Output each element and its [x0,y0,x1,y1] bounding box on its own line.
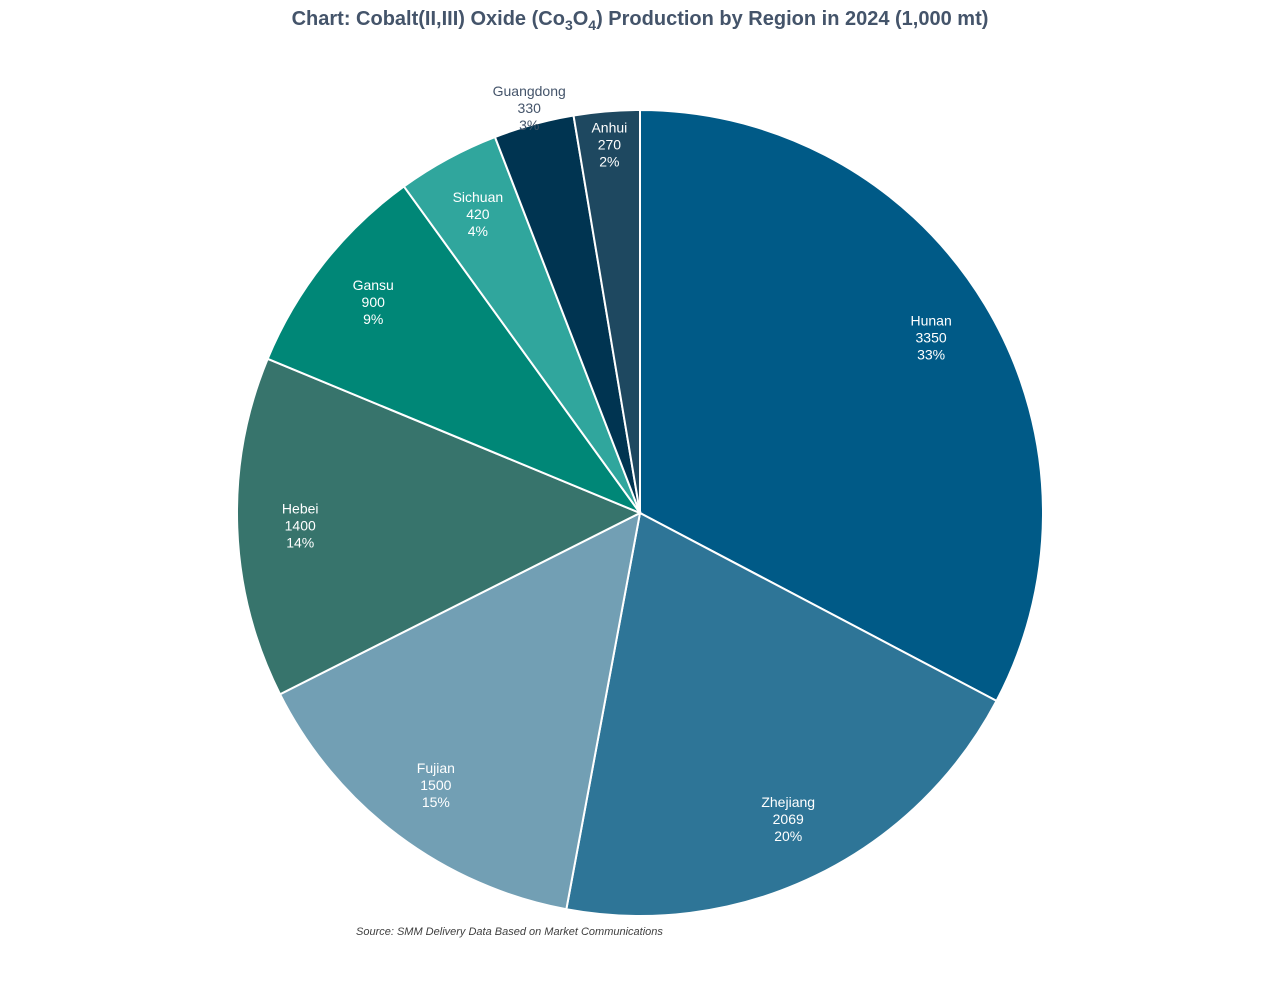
slice-label-value: 330 [518,100,542,116]
source-note: Source: SMM Delivery Data Based on Marke… [356,926,663,938]
slice-label-name: Hunan [910,312,951,328]
slice-label-anhui: Anhui 270 2% [591,119,627,169]
slice-label-percent: 9% [363,311,383,327]
slice-label-fujian: Fujian 1500 15% [417,760,455,810]
pie-slice-anhui [572,108,641,514]
slice-label-value: 1500 [420,777,451,793]
slice-label-name: Anhui [591,119,627,135]
slice-label-hunan: Hunan 3350 33% [910,312,951,362]
pie-slices [236,108,1044,917]
slice-label-gansu: Gansu 900 9% [353,277,394,327]
slice-label-value: 1400 [285,518,316,534]
slice-label-value: 900 [362,294,386,310]
slice-label-value: 420 [466,206,490,222]
slice-label-guangdong: Guangdong 330 3% [493,83,566,133]
slice-label-zhejiang: Zhejiang 2069 20% [761,794,815,844]
pie-slice-hebei [236,357,643,696]
slice-label-name: Sichuan [453,189,504,205]
slice-label-name: Fujian [417,760,455,776]
slice-label-name: Guangdong [493,83,566,99]
slice-label-percent: 14% [286,535,314,551]
pie-labels: Hunan 3350 33% Zhejiang 2069 20% Fujian 1500 15%… [282,83,952,844]
slice-label-percent: 15% [422,794,450,810]
pie-slice-fujian [278,511,642,911]
slice-label-value: 3350 [916,329,947,345]
slice-label-value: 270 [598,136,622,152]
slice-label-name: Gansu [353,277,394,293]
slice-label-name: Hebei [282,501,319,517]
slice-label-percent: 20% [774,828,802,844]
chart-title: Chart: Cobalt(II,III) Oxide (Co3O4) Prod… [291,8,989,33]
slice-label-sichuan: Sichuan 420 4% [453,189,504,239]
pie-slice-zhejiang [565,511,998,917]
pie-slice-gansu [266,185,643,516]
slice-label-percent: 3% [519,117,539,133]
slice-label-hebei: Hebei 1400 14% [282,501,319,551]
pie-slice-hunan [639,108,1044,703]
slice-label-percent: 2% [599,153,619,169]
slice-label-name: Zhejiang [761,794,815,810]
slice-label-percent: 4% [468,223,488,239]
slice-label-value: 2069 [773,811,804,827]
slice-label-percent: 33% [917,346,945,362]
